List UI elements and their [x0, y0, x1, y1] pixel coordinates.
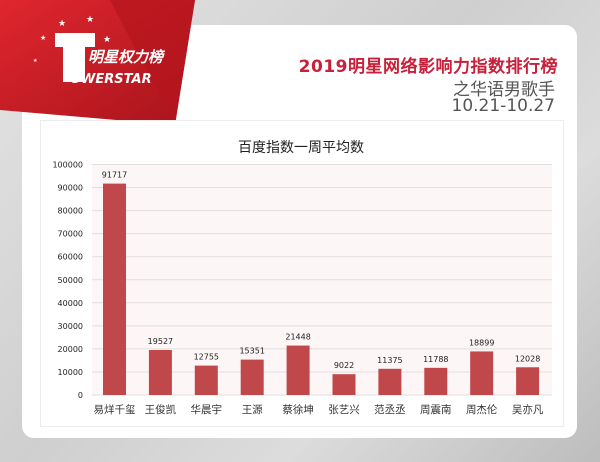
data-label: 9022: [334, 361, 354, 370]
bar: [148, 349, 172, 395]
svg-text:★: ★: [103, 35, 111, 45]
y-tick-label: 70000: [58, 230, 83, 239]
svg-text:★: ★: [33, 58, 38, 64]
bar: [424, 367, 448, 395]
y-tick-label: 100000: [52, 161, 83, 170]
x-tick-label: 吴亦凡: [512, 403, 544, 416]
bar: [194, 365, 218, 395]
x-tick-label: 王源: [242, 403, 263, 416]
bar: [286, 345, 310, 395]
x-tick-label: 周杰伦: [466, 403, 498, 416]
data-label: 91717: [102, 171, 127, 180]
y-tick-label: 60000: [58, 253, 83, 262]
bar: [516, 367, 540, 395]
page-subtitle: 之华语男歌手: [453, 80, 555, 100]
data-label: 12028: [515, 354, 540, 363]
chart-title: 百度指数一周平均数: [238, 140, 364, 156]
svg-text:★: ★: [40, 34, 46, 42]
bar: [103, 183, 126, 395]
y-tick-label: 80000: [58, 207, 83, 216]
bar: [470, 351, 494, 395]
logo-en-text: OWERSTAR: [70, 72, 152, 87]
data-label: 19527: [148, 337, 173, 346]
bar: [240, 359, 264, 395]
page-title: 2019明星网络影响力指数排行榜: [298, 57, 558, 77]
x-tick-label: 范丞丞: [374, 403, 406, 416]
data-label: 11375: [377, 356, 402, 365]
svg-text:★: ★: [86, 15, 94, 25]
x-tick-label: 华晨宇: [191, 403, 223, 416]
date-range: 10.21-10.27: [451, 96, 555, 116]
y-tick-label: 50000: [58, 276, 83, 285]
star-icon: ★ ★ ★ ★ ★: [33, 15, 111, 64]
logo-cn-text: 明星权力榜: [88, 48, 166, 66]
bar: [378, 368, 402, 395]
x-tick-label: 周震南: [420, 403, 452, 416]
y-tick-label: 0: [78, 391, 83, 400]
y-tick-label: 20000: [58, 345, 83, 354]
y-tick-label: 10000: [58, 368, 83, 377]
data-label: 12755: [194, 353, 219, 362]
x-tick-label: 王俊凯: [145, 403, 177, 416]
data-label: 11788: [423, 355, 448, 364]
y-tick-label: 90000: [58, 184, 83, 193]
fist-icon: [55, 33, 95, 47]
data-label: 15351: [239, 347, 264, 356]
powerstar-logo-banner: ★ ★ ★ ★ ★ 明星权力榜 OWERSTAR: [0, 0, 195, 125]
x-tick-label: 蔡徐坤: [282, 403, 314, 416]
x-tick-label: 易烊千玺: [94, 403, 136, 416]
bar: [332, 374, 356, 395]
svg-text:★: ★: [58, 19, 66, 29]
y-tick-label: 30000: [58, 322, 83, 331]
y-tick-label: 40000: [58, 299, 83, 308]
x-tick-label: 张艺兴: [328, 404, 360, 416]
data-label: 18899: [469, 338, 494, 347]
data-label: 21448: [285, 333, 310, 342]
